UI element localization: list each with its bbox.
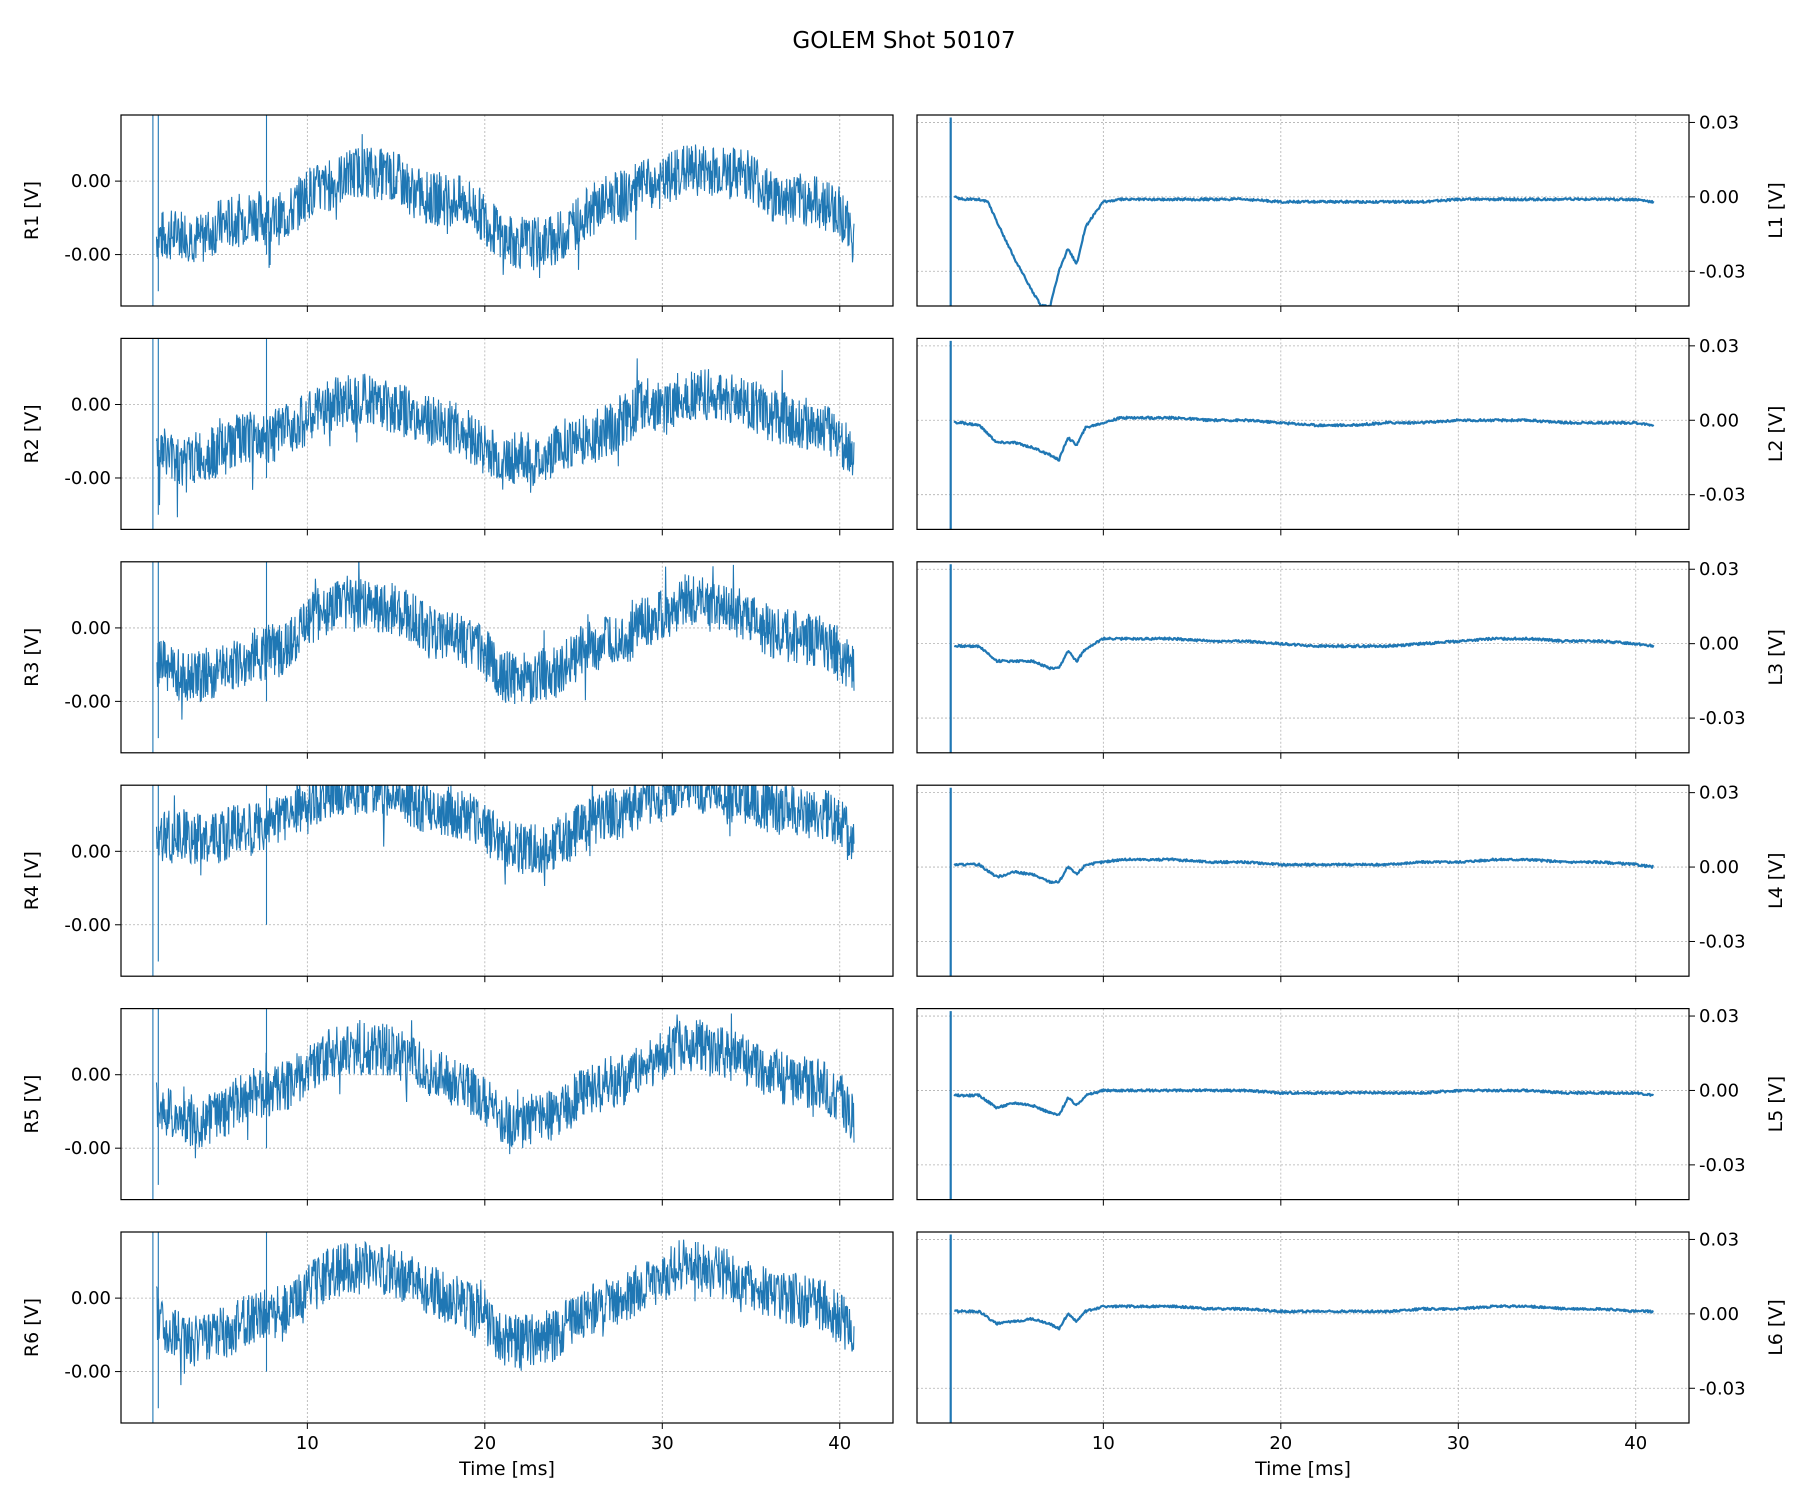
series-line-l4 [949, 787, 1654, 977]
y-axis-label-l4: L4 [V] [1765, 852, 1787, 909]
y-tick-label: 0.03 [1699, 112, 1739, 133]
y-axis-label-l2: L2 [V] [1765, 406, 1787, 463]
subplot-r3: 0.00 -0.00 R3 [V] [21, 561, 894, 759]
series-line-l3 [949, 564, 1655, 753]
y-tick-label: -0.03 [1699, 1155, 1746, 1176]
x-tick-label: 40 [1624, 1433, 1647, 1454]
y-tick-label: 0.03 [1699, 1229, 1739, 1250]
y-tick-label: -0.00 [64, 245, 111, 266]
y-axis-label-r1: R1 [V] [21, 181, 43, 240]
x-tick-label: 10 [296, 1433, 319, 1454]
subplot-l3: 0.03 0.00 -0.03 L3 [V] [916, 559, 1787, 759]
y-tick-label: 0.03 [1699, 336, 1739, 357]
x-tick-label: 40 [828, 1433, 851, 1454]
series-line-r5 [152, 1008, 855, 1200]
x-tick-label: 20 [473, 1433, 496, 1454]
y-tick-label: -0.00 [64, 1362, 111, 1383]
y-tick-label: 0.00 [71, 1065, 111, 1086]
y-axis-label-l1: L1 [V] [1765, 182, 1787, 239]
y-tick-label: -0.03 [1699, 708, 1746, 729]
subplot-r4: 0.00 -0.00 R4 [V] [21, 784, 894, 983]
series-line-r4 [152, 785, 855, 977]
y-tick-label: 0.00 [1699, 1304, 1739, 1325]
y-tick-label: 0.03 [1699, 559, 1739, 580]
series-line-r6 [152, 1232, 855, 1423]
subplot-grid: 0.00 -0.00 R1 [V] 0.00 -0.00 R2 [V] 0.00 -0.00 R… [21, 112, 1787, 1480]
series-line-l1 [949, 117, 1655, 306]
y-axis-label-l5: L5 [V] [1765, 1076, 1787, 1133]
subplot-r6: 10 20 30 40 Time [ms] 0.00 -0.00 R6 [V] [21, 1231, 894, 1480]
y-axis-label-l3: L3 [V] [1765, 629, 1787, 686]
axes-frame [916, 561, 1690, 754]
y-tick-label: -0.00 [64, 691, 111, 712]
axes-frame [120, 784, 894, 977]
y-tick-label: -0.03 [1699, 1378, 1746, 1399]
y-tick-label: 0.00 [1699, 634, 1739, 655]
subplot-r2: 0.00 -0.00 R2 [V] [21, 337, 894, 536]
y-tick-label: 0.00 [1699, 410, 1739, 431]
axes-frame [120, 1231, 894, 1424]
figure-title: GOLEM Shot 50107 [792, 28, 1015, 54]
y-tick-label: 0.03 [1699, 783, 1739, 804]
axes-frame [120, 561, 894, 754]
subplot-l5: 0.03 0.00 -0.03 L5 [V] [916, 1006, 1787, 1206]
series-line-r1 [152, 115, 855, 306]
axes-frame [916, 1007, 1690, 1201]
x-axis-label: Time [ms] [1254, 1458, 1351, 1480]
y-tick-label: 0.00 [1699, 187, 1739, 208]
x-tick-label: 20 [1269, 1433, 1292, 1454]
y-tick-label: 0.00 [71, 171, 111, 192]
axes-frame [120, 337, 894, 530]
y-tick-label: -0.00 [64, 915, 111, 936]
x-axis-label: Time [ms] [458, 1458, 555, 1480]
axes-frame [120, 1007, 894, 1201]
x-tick-label: 10 [1092, 1433, 1115, 1454]
y-tick-label: -0.03 [1699, 485, 1746, 506]
series-line-l6 [949, 1234, 1654, 1423]
series-line-l5 [949, 1011, 1654, 1200]
x-tick-label: 30 [651, 1433, 674, 1454]
axes-frame [120, 114, 894, 307]
axes-frame [916, 114, 1690, 307]
y-axis-label-r4: R4 [V] [21, 851, 43, 910]
subplot-l2: 0.03 0.00 -0.03 L2 [V] [916, 336, 1787, 536]
axes-frame [916, 784, 1690, 977]
series-line-r3 [152, 561, 855, 753]
y-tick-label: 0.00 [1699, 1080, 1739, 1101]
y-tick-label: 0.03 [1699, 1006, 1739, 1027]
subplot-r1: 0.00 -0.00 R1 [V] [21, 114, 894, 312]
subplot-l1: 0.03 0.00 -0.03 L1 [V] [916, 112, 1787, 312]
y-tick-label: 0.00 [71, 618, 111, 639]
y-tick-label: 0.00 [71, 1288, 111, 1309]
x-tick-label: 30 [1447, 1433, 1470, 1454]
y-axis-label-r5: R5 [V] [21, 1075, 43, 1134]
y-tick-label: -0.00 [64, 1138, 111, 1159]
y-tick-label: -0.00 [64, 468, 111, 489]
subplot-l6: 10 20 30 40 Time [ms] 0.03 0.00 -0.03 L6 [V] [916, 1229, 1787, 1480]
y-axis-label-r2: R2 [V] [21, 404, 43, 463]
axes-frame [916, 337, 1690, 530]
y-axis-label-r6: R6 [V] [21, 1298, 43, 1357]
series-line-l2 [949, 340, 1655, 530]
series-line-r2 [152, 338, 855, 530]
subplot-r5: 0.00 -0.00 R5 [V] [21, 1007, 894, 1206]
y-tick-label: -0.03 [1699, 261, 1746, 282]
subplot-l4: 0.03 0.00 -0.03 L4 [V] [916, 783, 1787, 983]
y-tick-label: 0.00 [71, 841, 111, 862]
y-axis-label-l6: L6 [V] [1765, 1299, 1787, 1356]
y-tick-label: 0.00 [1699, 857, 1739, 878]
y-axis-label-r3: R3 [V] [21, 628, 43, 687]
y-tick-label: 0.00 [71, 395, 111, 416]
y-tick-label: -0.03 [1699, 931, 1746, 952]
axes-frame [916, 1231, 1690, 1424]
